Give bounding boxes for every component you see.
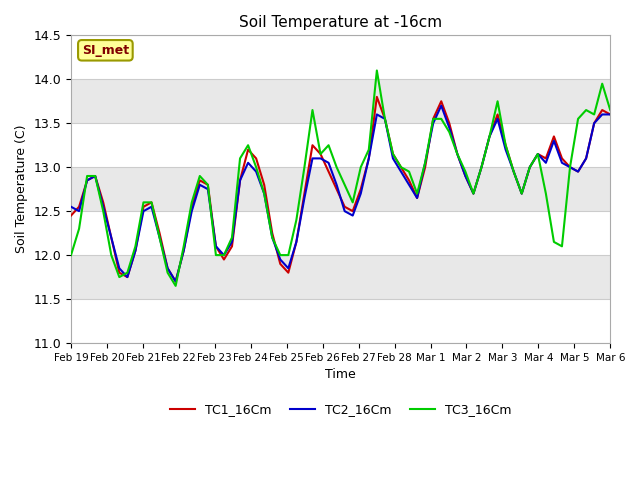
TC3_16Cm (566, 164, 574, 170)
TC2_16Cm (470, 191, 477, 196)
TC3_16Cm (558, 243, 566, 249)
TC1_16Cm (607, 111, 614, 117)
TC1_16Cm (172, 278, 179, 284)
Legend: TC1_16Cm, TC2_16Cm, TC3_16Cm: TC1_16Cm, TC2_16Cm, TC3_16Cm (164, 398, 516, 421)
TC3_16Cm (470, 191, 477, 196)
Bar (71, 79, 611, 123)
TC2_16Cm (172, 278, 179, 284)
TC3_16Cm (67, 252, 75, 258)
TC1_16Cm (566, 164, 574, 170)
TC1_16Cm (445, 120, 453, 126)
Title: Soil Temperature at -16cm: Soil Temperature at -16cm (239, 15, 442, 30)
Line: TC1_16Cm: TC1_16Cm (71, 97, 611, 281)
TC1_16Cm (574, 168, 582, 174)
Bar (71, 167, 611, 211)
Bar (71, 255, 611, 299)
X-axis label: Time: Time (325, 368, 356, 381)
TC3_16Cm (373, 68, 381, 73)
TC1_16Cm (470, 191, 477, 196)
TC3_16Cm (510, 168, 518, 174)
Text: SI_met: SI_met (82, 44, 129, 57)
TC1_16Cm (510, 168, 518, 174)
TC2_16Cm (445, 125, 453, 131)
TC3_16Cm (607, 107, 614, 113)
TC1_16Cm (373, 94, 381, 100)
TC2_16Cm (566, 164, 574, 170)
TC2_16Cm (558, 160, 566, 166)
TC2_16Cm (67, 204, 75, 210)
TC3_16Cm (574, 116, 582, 122)
TC2_16Cm (510, 168, 518, 174)
TC2_16Cm (574, 168, 582, 174)
TC3_16Cm (445, 129, 453, 135)
Y-axis label: Soil Temperature (C): Soil Temperature (C) (15, 125, 28, 253)
TC1_16Cm (558, 156, 566, 161)
TC2_16Cm (437, 103, 445, 108)
TC3_16Cm (172, 283, 179, 289)
TC1_16Cm (67, 213, 75, 218)
TC2_16Cm (607, 111, 614, 117)
Line: TC2_16Cm: TC2_16Cm (71, 106, 611, 281)
Line: TC3_16Cm: TC3_16Cm (71, 71, 611, 286)
